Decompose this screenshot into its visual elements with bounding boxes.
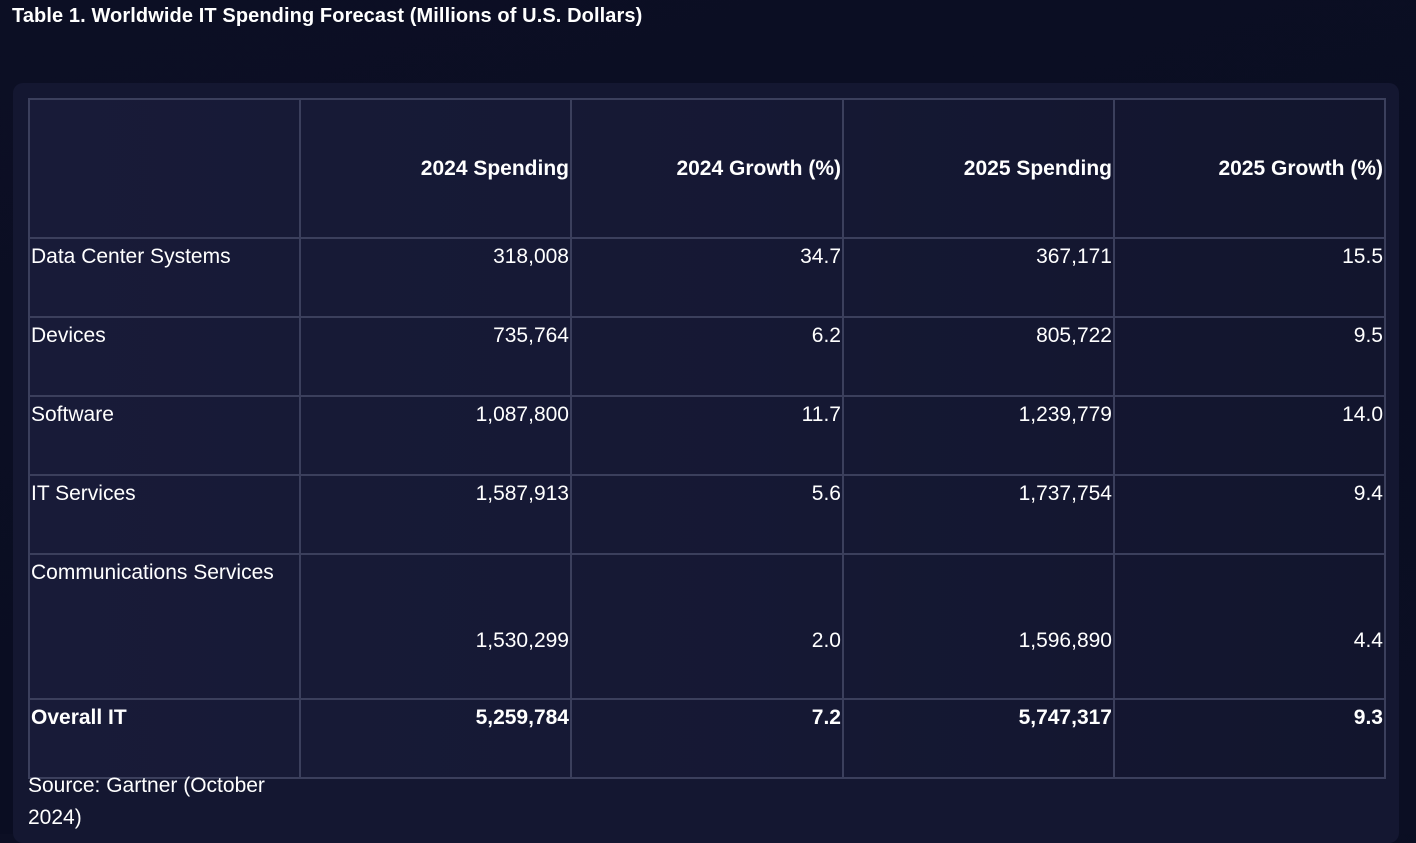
table-header-row: 2024 Spending 2024 Growth (%) 2025 Spend… <box>28 98 1386 239</box>
cell-2025-spending: 1,596,890 <box>842 553 1115 700</box>
row-label: Software <box>28 395 301 476</box>
table-total-row: Overall IT 5,259,784 7.2 5,747,317 9.3 <box>28 698 1386 779</box>
source-note: Source: Gartner (October 2024) <box>28 774 265 829</box>
total-2025-growth: 9.3 <box>1113 698 1386 779</box>
page-title: Table 1. Worldwide IT Spending Forecast … <box>12 5 643 27</box>
cell-2025-spending: 805,722 <box>842 316 1115 397</box>
row-label: Data Center Systems <box>28 237 301 318</box>
table-row: Devices 735,764 6.2 805,722 9.5 <box>28 316 1386 397</box>
total-2024-growth: 7.2 <box>570 698 844 779</box>
table-row: IT Services 1,587,913 5.6 1,737,754 9.4 <box>28 474 1386 555</box>
cell-2025-growth: 4.4 <box>1113 553 1386 700</box>
header-2025-spending: 2025 Spending <box>842 98 1115 239</box>
cell-2024-spending: 1,087,800 <box>299 395 572 476</box>
cell-2024-spending: 1,530,299 <box>299 553 572 700</box>
header-2024-growth: 2024 Growth (%) <box>570 98 844 239</box>
cell-2024-growth: 2.0 <box>570 553 844 700</box>
total-label: Overall IT <box>28 698 301 779</box>
table-row: Data Center Systems 318,008 34.7 367,171… <box>28 237 1386 318</box>
table-row: Software 1,087,800 11.7 1,239,779 14.0 <box>28 395 1386 476</box>
cell-2024-spending: 318,008 <box>299 237 572 318</box>
cell-2025-growth: 15.5 <box>1113 237 1386 318</box>
cell-2025-growth: 9.4 <box>1113 474 1386 555</box>
cell-2025-growth: 9.5 <box>1113 316 1386 397</box>
cell-2024-growth: 11.7 <box>570 395 844 476</box>
row-label: Devices <box>28 316 301 397</box>
table-row: Communications Services 1,530,299 2.0 1,… <box>28 553 1386 700</box>
cell-2025-spending: 1,239,779 <box>842 395 1115 476</box>
cell-2024-spending: 1,587,913 <box>299 474 572 555</box>
row-label: IT Services <box>28 474 301 555</box>
row-label: Communications Services <box>28 553 301 700</box>
header-2025-growth: 2025 Growth (%) <box>1113 98 1386 239</box>
cell-2024-growth: 5.6 <box>570 474 844 555</box>
total-2025-spending: 5,747,317 <box>842 698 1115 779</box>
header-category <box>28 98 301 239</box>
cell-2024-growth: 34.7 <box>570 237 844 318</box>
cell-2024-spending: 735,764 <box>299 316 572 397</box>
cell-2025-growth: 14.0 <box>1113 395 1386 476</box>
it-spending-table: 2024 Spending 2024 Growth (%) 2025 Spend… <box>28 98 1386 779</box>
cell-2025-spending: 1,737,754 <box>842 474 1115 555</box>
cell-2024-growth: 6.2 <box>570 316 844 397</box>
total-2024-spending: 5,259,784 <box>299 698 572 779</box>
header-2024-spending: 2024 Spending <box>299 98 572 239</box>
cell-2025-spending: 367,171 <box>842 237 1115 318</box>
